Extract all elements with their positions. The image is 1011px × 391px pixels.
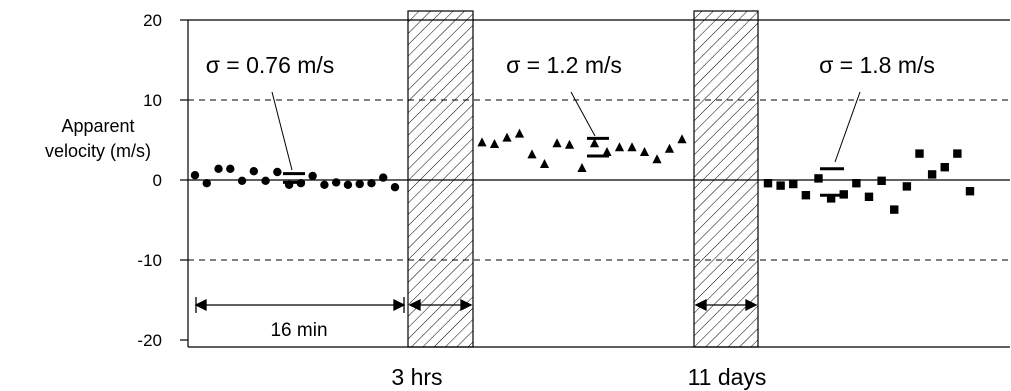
data-point-circle (331, 178, 341, 187)
data-point-square (877, 176, 886, 185)
data-point-triangle (489, 139, 500, 148)
data-point-circle (202, 179, 211, 188)
data-point-triangle (514, 128, 525, 138)
sigma-label-3: σ = 1.8 m/s (819, 52, 935, 78)
data-point-triangle (552, 138, 562, 148)
data-point-circle (226, 164, 235, 173)
data-point-triangle (627, 142, 637, 152)
data-point-circle (308, 171, 317, 181)
data-point-triangle (639, 147, 650, 156)
data-point-square (940, 163, 949, 172)
gap-panel-1 (407, 10, 474, 348)
y-axis-label-line-2: velocity (m/s) (45, 141, 151, 161)
data-point-square (864, 192, 874, 201)
gap-panel-2 (693, 10, 759, 348)
data-point-circle (273, 167, 282, 177)
data-point-square (890, 205, 899, 214)
data-point-square (902, 182, 912, 191)
data-point-triangle (539, 159, 550, 168)
duration-arrows (194, 297, 758, 313)
sigma-label-1: σ = 0.76 m/s (206, 52, 335, 78)
y-tick-label: 20 (143, 11, 162, 30)
y-tick-label: -10 (137, 251, 162, 270)
sigma-leader-2 (570, 91, 596, 137)
data-point-triangle (477, 137, 487, 147)
y-tick-label: 0 (153, 171, 162, 190)
data-point-square (776, 181, 785, 190)
data-point-triangle (527, 149, 537, 159)
data-point-square (915, 149, 924, 158)
data-point-circle (343, 180, 353, 189)
data-point-triangle (664, 143, 675, 153)
sigma-leader-3 (834, 91, 861, 163)
data-point-circle (261, 176, 270, 185)
gap-label-3-hrs: 3 hrs (391, 364, 442, 390)
data-point-square (814, 174, 823, 183)
data-point-square (789, 179, 798, 189)
data-point-triangle (589, 138, 600, 148)
data-point-square (927, 170, 937, 179)
duration-label: 16 min (270, 320, 327, 341)
data-point-circle (390, 183, 400, 192)
data-point-square (852, 179, 861, 188)
y-tick-label: 10 (143, 91, 162, 110)
data-point-circle (190, 171, 200, 180)
y-tick-label: -20 (137, 331, 162, 350)
data-point-triangle (614, 142, 625, 152)
data-point-square (965, 187, 975, 196)
data-point-square (801, 191, 811, 200)
data-point-triangle (602, 147, 612, 156)
data-point-square (763, 179, 773, 188)
data-point-circle (249, 167, 259, 176)
data-point-circle (237, 176, 247, 185)
sigma-leader-1 (271, 91, 293, 171)
data-point-square (953, 149, 962, 158)
data-point-square (826, 194, 836, 203)
data-point-triangle (502, 132, 512, 142)
data-point-circle (379, 173, 388, 182)
sigma-label-2: σ = 1.2 m/s (506, 52, 622, 78)
y-axis-label-line-1: Apparent (61, 116, 134, 136)
data-point-triangle (652, 154, 662, 164)
data-point-triangle (564, 139, 575, 149)
data-point-triangle (677, 134, 687, 144)
data-point-circle (214, 164, 223, 173)
data-point-circle (355, 179, 364, 189)
data-point-circle (320, 180, 329, 189)
data-point-circle (367, 179, 376, 188)
gap-label-11-days: 11 days (688, 364, 767, 390)
data-point-triangle (577, 163, 587, 172)
